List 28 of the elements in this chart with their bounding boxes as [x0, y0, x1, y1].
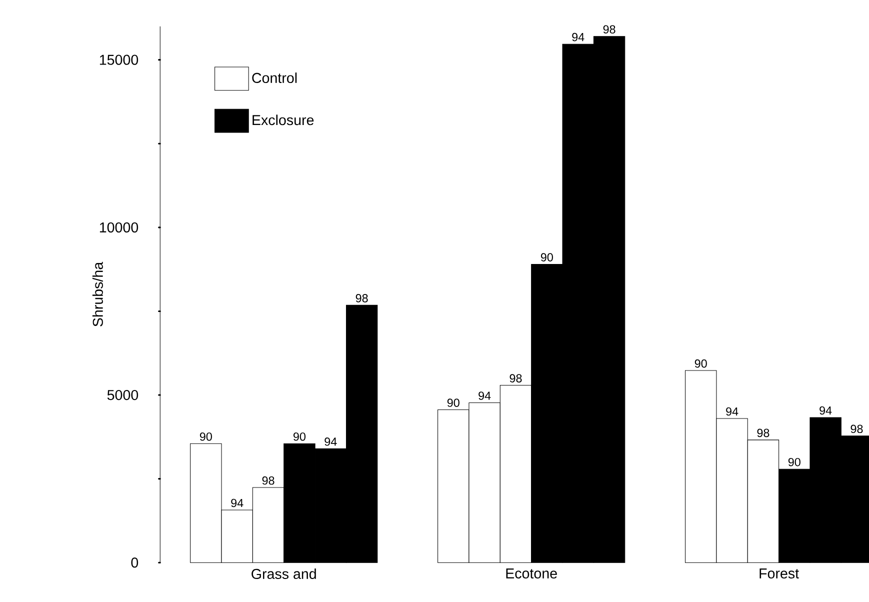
annotation: 98	[850, 424, 863, 434]
annotation: 98	[262, 476, 274, 485]
y-tick-label: 5000	[107, 390, 138, 400]
y-tick-label: 15000	[100, 54, 138, 66]
y-tick-label: 0	[131, 558, 138, 568]
annotation: 90	[200, 432, 212, 441]
annotation: 94	[231, 499, 244, 508]
annotation: 98	[510, 374, 522, 383]
x-tick-label: Ecotone	[506, 568, 557, 579]
legend-label: Control	[252, 72, 297, 84]
annotation: 94	[324, 438, 337, 446]
annotation: 90	[447, 398, 460, 408]
x-tick-label: Grass and	[252, 568, 316, 580]
legend-label: Exclosure	[252, 114, 314, 126]
annotation: 94	[478, 392, 491, 400]
annotation: 90	[540, 253, 553, 262]
annotation: 94	[726, 408, 738, 416]
annotation: 94	[572, 33, 584, 42]
annotation: 90	[294, 432, 306, 441]
y-axis-title: Shrubs/ha	[92, 262, 103, 327]
x-tick-label: Forest	[760, 568, 799, 579]
annotation: 98	[603, 25, 616, 34]
annotation: 90	[694, 360, 707, 368]
annotation: 98	[757, 428, 770, 438]
annotation: 90	[788, 458, 800, 466]
y-tick-label: 10000	[100, 222, 138, 233]
annotation: 98	[356, 294, 368, 303]
annotation: 94	[820, 406, 832, 415]
